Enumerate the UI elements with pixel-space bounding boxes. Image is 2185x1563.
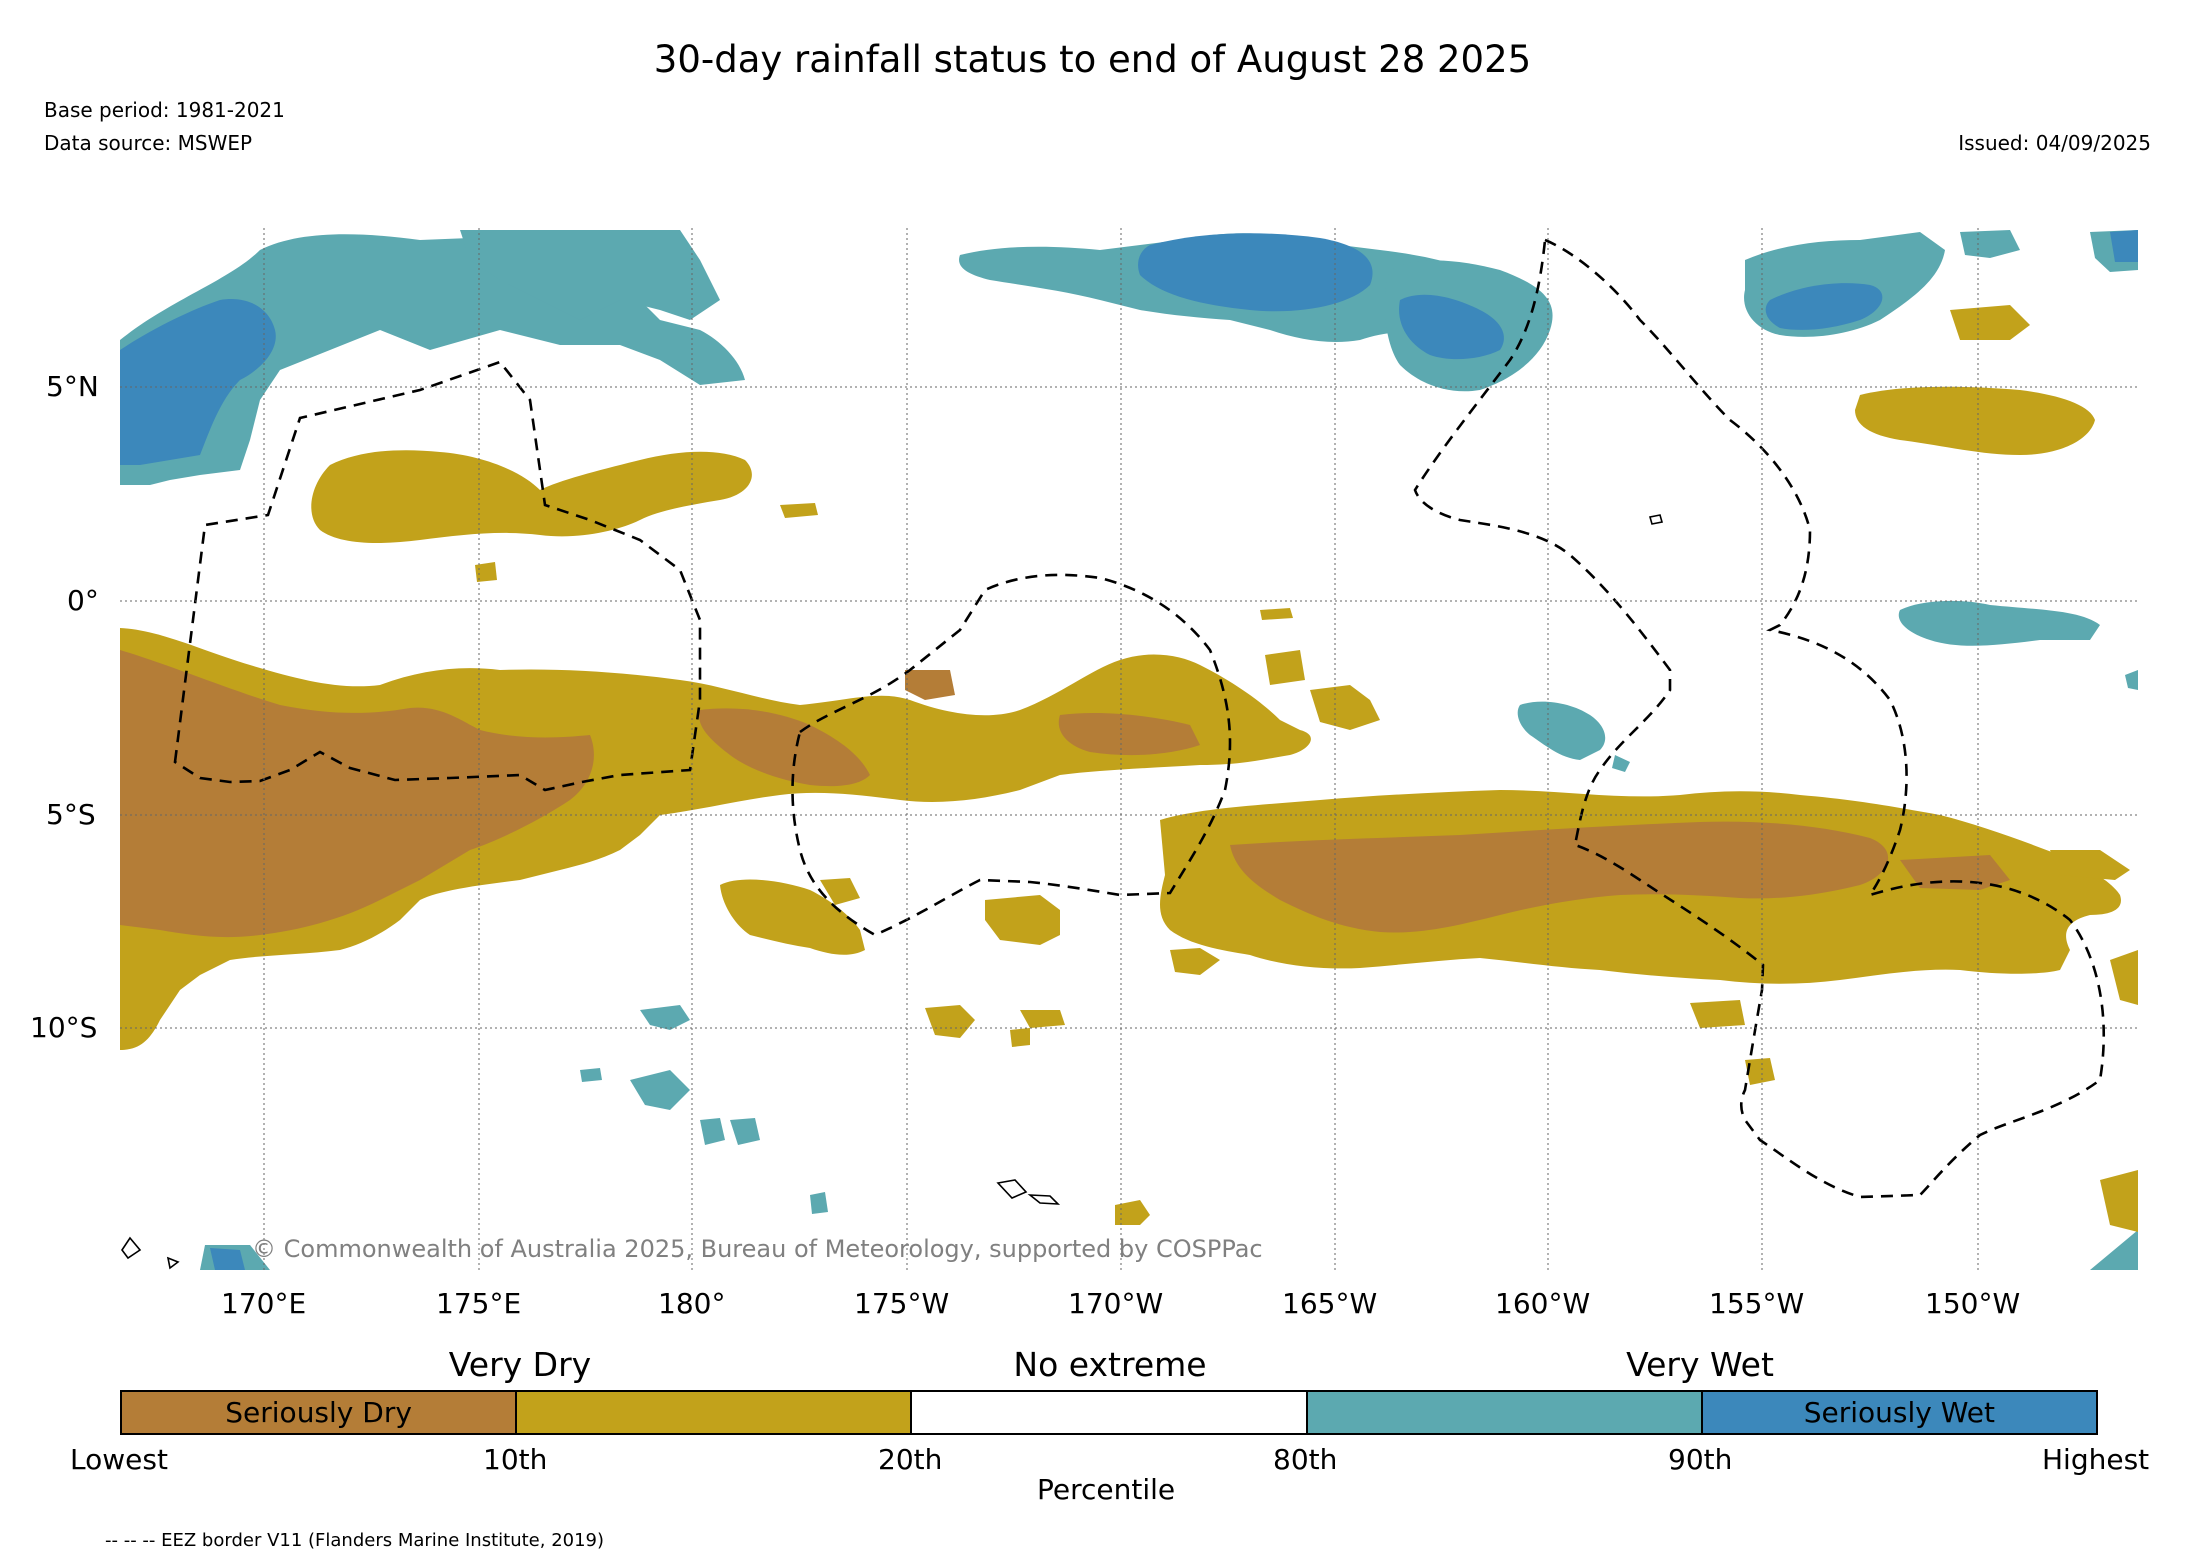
legend-tick-highest: Highest	[2042, 1443, 2150, 1476]
eez-border-note: -- -- -- EEZ border V11 (Flanders Marine…	[105, 1530, 605, 1551]
seriously-wet-areas	[120, 230, 2138, 1270]
lon-label-170w: 170°W	[1068, 1287, 1164, 1320]
legend-bin-2	[515, 1390, 913, 1435]
lon-label-170e: 170°E	[221, 1287, 307, 1320]
lon-label-165w: 165°W	[1282, 1287, 1378, 1320]
lat-label-5s: 5°S	[46, 798, 96, 831]
island-outlines	[121, 514, 1664, 1270]
graticule	[120, 228, 2138, 1270]
legend-bin-5: Seriously Wet	[1700, 1390, 2098, 1435]
lon-label-180: 180°	[658, 1287, 726, 1320]
legend-bin-1: Seriously Dry	[120, 1390, 518, 1435]
lon-label-155w: 155°W	[1709, 1287, 1805, 1320]
legend-category-very-wet: Very Wet	[1626, 1345, 1774, 1384]
lon-label-175w: 175°W	[854, 1287, 950, 1320]
issued-date: Issued: 04/09/2025	[1958, 131, 2151, 155]
legend-tick-20th: 20th	[878, 1443, 943, 1476]
lon-label-150w: 150°W	[1925, 1287, 2021, 1320]
legend-tick-10th: 10th	[483, 1443, 548, 1476]
eez-borders	[173, 238, 2105, 1199]
map-layers	[120, 228, 2138, 1270]
legend-bin-3	[910, 1390, 1308, 1435]
legend-tick-90th: 90th	[1668, 1443, 1733, 1476]
copyright-notice: © Commonwealth of Australia 2025, Bureau…	[252, 1235, 1263, 1263]
lat-label-10s: 10°S	[30, 1011, 98, 1044]
lat-label-0: 0°	[67, 584, 99, 617]
lon-label-160w: 160°W	[1495, 1287, 1591, 1320]
legend-axis-title: Percentile	[1037, 1473, 1176, 1506]
map-title: 30-day rainfall status to end of August …	[653, 38, 1532, 81]
legend-bin-4	[1305, 1390, 1703, 1435]
base-period: Base period: 1981-2021	[44, 98, 285, 122]
lon-label-175e: 175°E	[436, 1287, 522, 1320]
lat-label-5n: 5°N	[46, 370, 99, 403]
seriously-dry-areas	[120, 650, 2010, 938]
legend-category-no-extreme: No extreme	[1013, 1345, 1207, 1384]
data-source: Data source: MSWEP	[44, 131, 253, 155]
legend-category-very-dry: Very Dry	[448, 1345, 592, 1384]
legend-tick-lowest: Lowest	[70, 1443, 168, 1476]
legend-tick-80th: 80th	[1273, 1443, 1338, 1476]
